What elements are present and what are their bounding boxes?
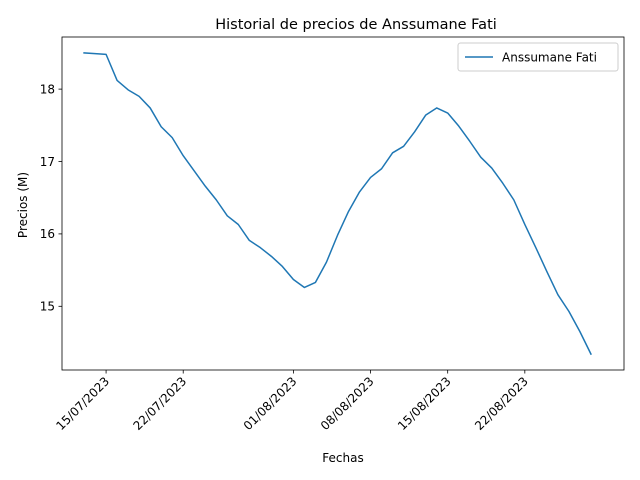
y-tick-label: 16 [40,227,55,241]
series-line-0 [83,52,592,356]
y-tick-label: 17 [40,155,55,169]
legend-box [457,42,619,72]
x-axis-label: Fechas [322,451,363,465]
y-tick-label: 15 [40,300,55,314]
y-tick-label: 18 [40,82,55,96]
y-axis-label: Precios (M) [16,172,30,238]
chart-title: Historial de precios de Anssumane Fati [215,17,497,33]
legend-label: Anssumane Fati [502,50,597,64]
axes-frame [61,36,625,371]
